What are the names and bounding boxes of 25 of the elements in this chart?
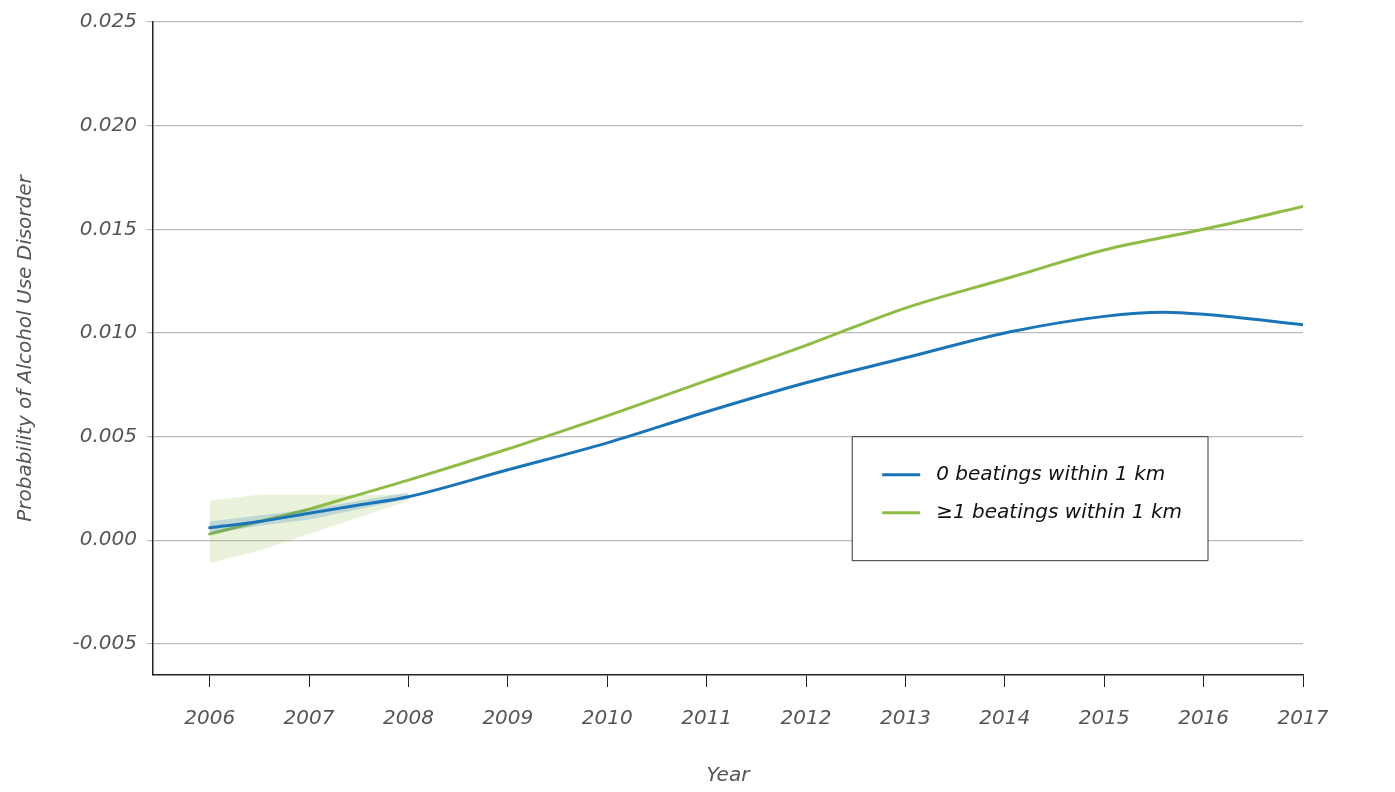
line-series bbox=[208, 310, 1303, 530]
x-tick-label: 2012 bbox=[780, 705, 832, 730]
x-tick-label: 2009 bbox=[482, 705, 534, 730]
x-tick-label: 2016 bbox=[1178, 705, 1230, 730]
x-tick-label: 2011 bbox=[681, 705, 733, 730]
y-tick-label: 0.005 bbox=[79, 422, 137, 447]
x-tick-label: 2013 bbox=[879, 705, 931, 730]
x-tick-label: 2006 bbox=[184, 705, 236, 730]
y-tick-label: 0.020 bbox=[79, 111, 137, 136]
y-tick-label: 0.000 bbox=[79, 526, 137, 551]
x-tick-label: 2008 bbox=[382, 705, 434, 730]
y-tick-label: 0.025 bbox=[79, 8, 137, 33]
x-tick-label: 2007 bbox=[283, 705, 335, 730]
y-tick-label: 0.015 bbox=[79, 215, 137, 240]
y-axis-title: Probability of Alcohol Use Disorder bbox=[12, 173, 37, 522]
x-tick-label: 2015 bbox=[1078, 705, 1130, 730]
x-axis-title: Year bbox=[706, 762, 752, 787]
x-tick-label: 2017 bbox=[1277, 705, 1329, 730]
x-tick-label: 2010 bbox=[581, 705, 633, 730]
legend-label: ≥1 beatings within 1 km bbox=[936, 498, 1182, 523]
y-tick-label: 0.010 bbox=[79, 319, 137, 344]
legend-label: 0 beatings within 1 km bbox=[936, 460, 1166, 485]
x-tick-label: 2014 bbox=[979, 705, 1031, 730]
line-series bbox=[208, 205, 1303, 536]
y-tick-label: -0.005 bbox=[72, 630, 137, 655]
